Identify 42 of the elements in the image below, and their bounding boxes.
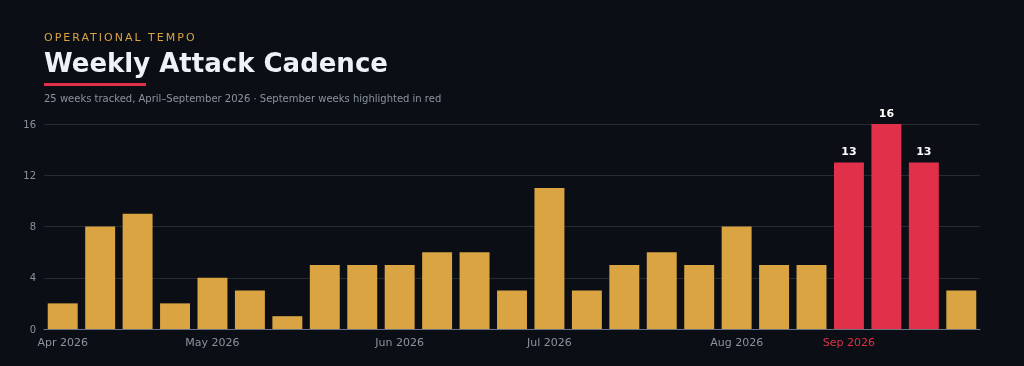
x-tick-label: Jun 2026 (374, 336, 425, 349)
bar (234, 290, 265, 329)
bar (197, 277, 228, 329)
y-tick-label: 4 (29, 272, 36, 284)
bar (309, 264, 340, 329)
bar (347, 264, 378, 329)
x-tick-label: Apr 2026 (37, 336, 88, 349)
bar (47, 303, 78, 329)
bar (796, 264, 827, 329)
x-tick-label: Aug 2026 (710, 336, 764, 349)
bar (946, 290, 977, 329)
bar (497, 290, 527, 329)
data-label: 13 (841, 145, 857, 159)
chart-title: Weekly Attack Cadence (44, 48, 388, 78)
bar (534, 188, 565, 329)
bar (85, 226, 116, 329)
y-tick-label: 8 (29, 221, 36, 232)
bar (684, 264, 715, 329)
bar (122, 213, 153, 329)
bar (422, 252, 453, 329)
bar (571, 290, 602, 329)
y-tick-label: 16 (23, 118, 36, 130)
bar (459, 252, 490, 329)
bar (721, 226, 752, 329)
bar (160, 303, 191, 329)
x-tick-label: Jul 2026 (526, 336, 572, 349)
bar (609, 264, 640, 329)
bar (646, 252, 677, 329)
bar (908, 162, 939, 329)
y-tick-label: 12 (23, 169, 36, 181)
x-tick-label: May 2026 (185, 336, 240, 349)
chart-subtitle: 25 weeks tracked, April–September 2026 · September weeks highlighted in red (44, 93, 442, 104)
text: OPERATIONAL TEMPO (44, 31, 197, 44)
data-label: 13 (916, 145, 932, 159)
bar (871, 124, 902, 329)
bar (272, 316, 303, 329)
data-label: 16 (878, 107, 895, 120)
y-tick-label: 0 (29, 323, 36, 335)
bar (384, 264, 415, 329)
bar (759, 264, 790, 329)
x-tick-label: Sep 2026 (822, 336, 876, 349)
bar (833, 162, 864, 329)
